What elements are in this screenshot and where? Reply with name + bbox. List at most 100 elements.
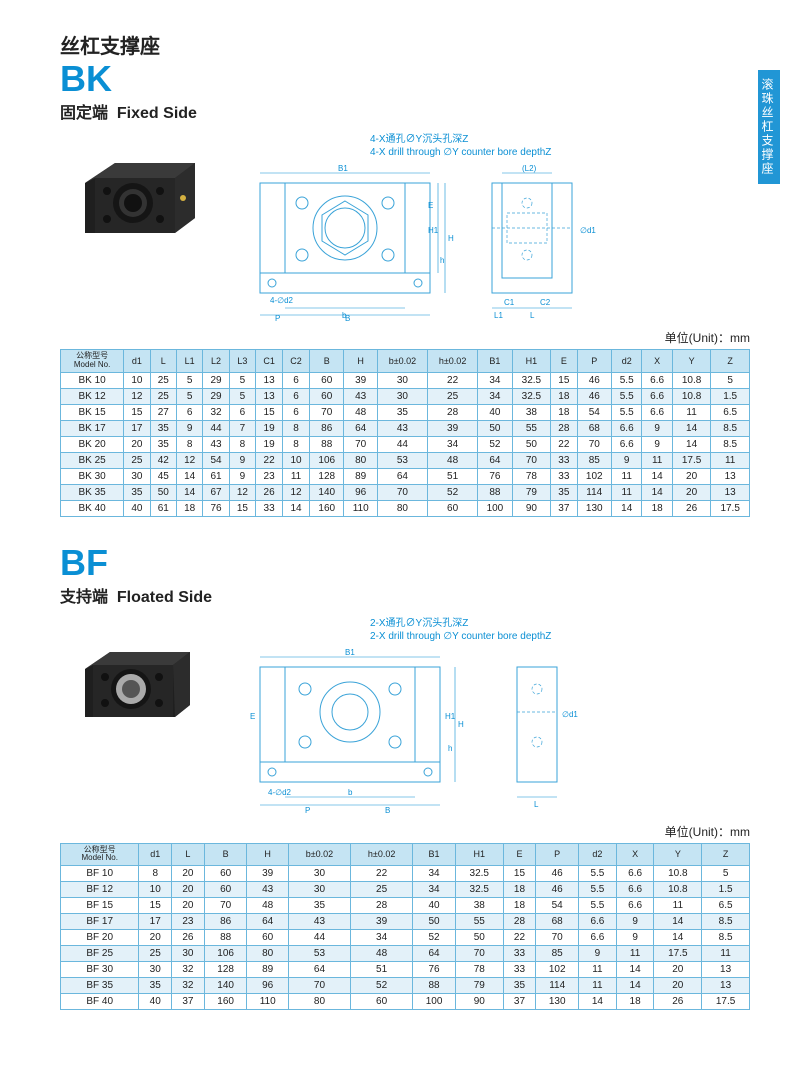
table-cell: 5.5 (579, 882, 617, 898)
table-cell: 42 (150, 452, 176, 468)
table-cell: 70 (455, 946, 503, 962)
table-header-cell: 公称型号Model No. (61, 350, 124, 373)
table-cell: 96 (344, 484, 377, 500)
table-cell: 18 (551, 388, 577, 404)
svg-text:L1: L1 (494, 311, 503, 320)
svg-text:E: E (250, 712, 255, 721)
table-cell: 50 (512, 436, 551, 452)
table-cell: 60 (310, 388, 344, 404)
table-cell: 32.5 (512, 372, 551, 388)
table-cell: 17.5 (672, 452, 711, 468)
table-cell: 14 (672, 436, 711, 452)
table-header-cell: h±0.02 (428, 350, 478, 373)
table-cell: 78 (455, 962, 503, 978)
bk-photo-svg (65, 143, 205, 253)
table-header-cell: B1 (413, 843, 456, 866)
table-cell: 39 (247, 866, 288, 882)
bf-code: BF (60, 545, 750, 581)
table-cell: 8 (139, 866, 172, 882)
table-cell: 50 (478, 420, 512, 436)
table-cell: 70 (377, 484, 427, 500)
table-cell: 60 (428, 500, 478, 516)
table-row: BF 2525301068053486470338591117.511 (61, 946, 750, 962)
table-cell: 15 (503, 866, 536, 882)
table-header-cell: L1 (177, 350, 203, 373)
table-cell: 30 (124, 468, 150, 484)
table-cell: 14 (283, 500, 310, 516)
table-cell: 54 (536, 898, 579, 914)
table-cell: 14 (672, 420, 711, 436)
table-cell: 38 (512, 404, 551, 420)
table-cell: 39 (351, 914, 413, 930)
table-cell: 8 (177, 436, 203, 452)
table-cell: 61 (203, 468, 229, 484)
table-header-cell: C2 (283, 350, 310, 373)
table-cell: 11 (654, 898, 702, 914)
table-row: BK 2525421254922101068053486470338591117… (61, 452, 750, 468)
table-cell: 60 (204, 882, 247, 898)
bk-title-cn: 丝杠支撑座 (60, 30, 750, 59)
table-cell: 100 (478, 500, 512, 516)
svg-text:P: P (305, 806, 310, 815)
table-cell: 5.5 (612, 388, 642, 404)
table-cell: 70 (344, 436, 377, 452)
table-cell: 70 (310, 404, 344, 420)
table-cell: 85 (577, 452, 611, 468)
table-cell: 5 (177, 372, 203, 388)
table-cell: 11 (616, 946, 654, 962)
table-cell: 33 (551, 452, 577, 468)
table-cell: 15 (256, 404, 283, 420)
table-row: BK 1212255295136604330253432.518465.56.6… (61, 388, 750, 404)
table-cell: 34 (478, 372, 512, 388)
bf-side-view: L ∅d1 (492, 647, 582, 817)
table-cell: 110 (247, 994, 288, 1010)
table-header-cell: Y (654, 843, 702, 866)
table-header-cell: C1 (256, 350, 283, 373)
table-cell: 1.5 (711, 388, 750, 404)
bf-sub-cn: 支持端 (60, 589, 108, 606)
table-cell: BF 12 (61, 882, 139, 898)
svg-text:B1: B1 (345, 648, 355, 657)
table-cell: 35 (139, 978, 172, 994)
table-cell: 17.5 (702, 994, 750, 1010)
table-cell: 70 (288, 978, 350, 994)
svg-text:L: L (534, 800, 539, 809)
svg-text:B: B (385, 806, 390, 815)
table-cell: 79 (455, 978, 503, 994)
table-cell: 67 (203, 484, 229, 500)
table-header-cell: 公称型号Model No. (61, 843, 139, 866)
table-cell: 6.6 (612, 420, 642, 436)
table-cell: 54 (577, 404, 611, 420)
table-cell: 32.5 (455, 882, 503, 898)
table-cell: 51 (428, 468, 478, 484)
table-cell: 6.6 (579, 914, 617, 930)
table-cell: 86 (310, 420, 344, 436)
table-cell: 5.5 (612, 404, 642, 420)
bk-unit-label: 单位(Unit)：mm (60, 329, 750, 346)
bf-subtitle: 支持端 Floated Side (60, 583, 750, 607)
table-cell: 20 (172, 882, 205, 898)
svg-text:C2: C2 (540, 298, 551, 307)
bf-diagram-row: 2-X通孔∅Y沉头孔深Z 2-X drill through ∅Y counte… (60, 617, 750, 817)
table-cell: 44 (203, 420, 229, 436)
table-header-cell: P (577, 350, 611, 373)
table-cell: 40 (124, 500, 150, 516)
table-cell: 128 (310, 468, 344, 484)
table-cell: 18 (503, 898, 536, 914)
table-cell: 15 (124, 404, 150, 420)
table-cell: 23 (172, 914, 205, 930)
table-cell: 38 (455, 898, 503, 914)
table-cell: 11 (711, 452, 750, 468)
table-cell: 9 (612, 452, 642, 468)
bk-notes: 4-X通孔∅Y沉头孔深Z 4-X drill through ∅Y counte… (370, 133, 750, 159)
table-cell: 43 (203, 436, 229, 452)
table-cell: 8.5 (702, 930, 750, 946)
table-cell: 88 (413, 978, 456, 994)
table-row: BF 30303212889645176783310211142013 (61, 962, 750, 978)
table-cell: 8 (283, 436, 310, 452)
bk-section: 丝杠支撑座 BK 固定端 Fixed Side (60, 30, 750, 517)
table-header-cell: H1 (455, 843, 503, 866)
table-cell: 76 (203, 500, 229, 516)
table-cell: 48 (344, 404, 377, 420)
table-row: BF 35353214096705288793511411142013 (61, 978, 750, 994)
